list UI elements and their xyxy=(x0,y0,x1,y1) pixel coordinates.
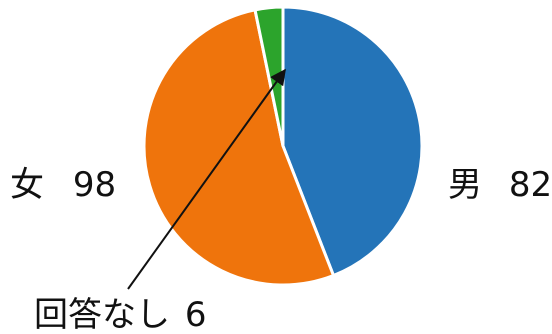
female-label: 女 98 xyxy=(10,165,116,205)
pie-slice-2 xyxy=(253,5,285,148)
male-label: 男 82 xyxy=(448,165,552,205)
female-category: 女 xyxy=(10,165,44,205)
leader-arrow xyxy=(127,68,286,290)
male-category: 男 xyxy=(448,165,482,205)
pie-slice-1 xyxy=(142,8,335,287)
pie-slices xyxy=(142,5,424,287)
none-label: 回答なし 6 xyxy=(34,295,206,334)
pie-slice-0 xyxy=(281,5,424,278)
female-value: 98 xyxy=(73,165,116,205)
none-category: 回答なし xyxy=(34,295,170,334)
none-value: 6 xyxy=(185,295,207,334)
male-value: 82 xyxy=(509,165,552,205)
